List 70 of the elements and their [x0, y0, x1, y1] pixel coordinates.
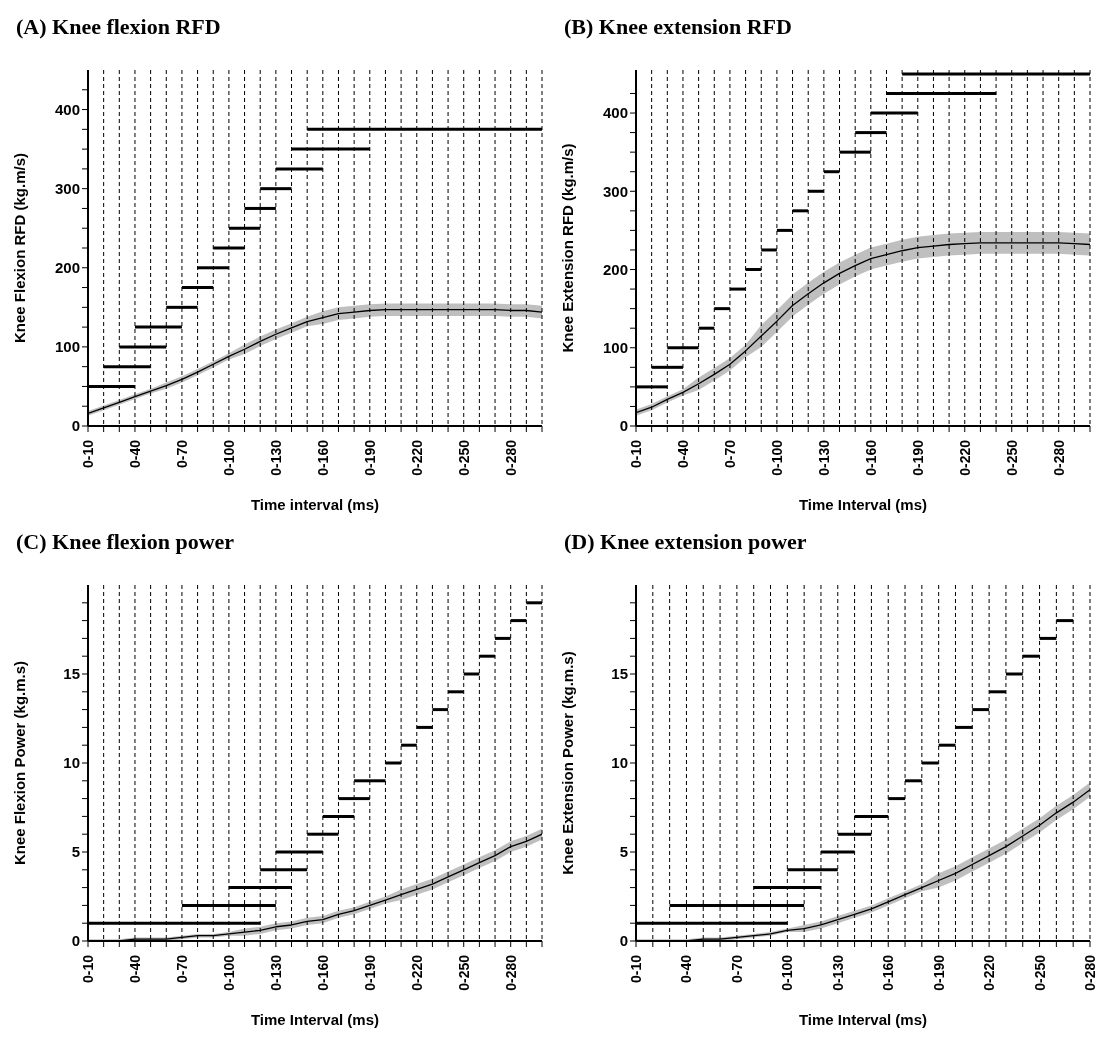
x-tick-label: 0-280 — [502, 954, 519, 991]
y-tick-label: 10 — [611, 754, 628, 772]
x-tick-label: 0-40 — [126, 954, 143, 984]
x-tick-label: 0-250 — [1031, 954, 1048, 991]
x-tick-label: 0-130 — [267, 439, 284, 476]
y-tick-label: 400 — [602, 104, 628, 122]
x-axis-title: Time Interval (ms) — [798, 496, 928, 513]
x-tick-label: 0-130 — [829, 954, 846, 991]
y-tick-label: 200 — [602, 260, 628, 278]
x-tick-label: 0-10 — [80, 439, 96, 469]
x-axis-title: Time interval (ms) — [250, 496, 380, 513]
y-axis-title: Knee Flexion Power (kg.m.s) — [11, 660, 29, 866]
y-tick-label: 0 — [71, 417, 80, 435]
y-tick-label: 15 — [611, 665, 628, 683]
x-tick-label: 0-160 — [314, 439, 331, 476]
y-tick-label: 10 — [63, 754, 80, 772]
x-tick-label: 0-10 — [80, 954, 96, 984]
y-axis-title: Knee Extension RFD (kg.m/s) — [559, 143, 577, 353]
x-tick-label: 0-280 — [1082, 954, 1098, 991]
y-tick-label: 100 — [602, 339, 628, 357]
x-tick-label: 0-70 — [173, 954, 190, 984]
x-tick-label: 0-100 — [779, 954, 796, 991]
x-tick-label: 0-220 — [981, 954, 998, 991]
y-tick-label: 400 — [54, 100, 80, 118]
y-tick-label: 0 — [619, 417, 628, 435]
x-tick-label: 0-40 — [674, 439, 691, 469]
y-axis-title: Knee Flexion RFD (kg.m/s) — [11, 152, 29, 344]
y-tick-label: 300 — [602, 182, 628, 200]
y-tick-label: 0 — [71, 932, 80, 950]
x-tick-label: 0-190 — [361, 954, 378, 991]
chart-title: (A) Knee flexion RFD — [15, 13, 222, 41]
x-tick-label: 0-130 — [815, 439, 832, 476]
x-tick-label: 0-280 — [1050, 439, 1067, 476]
chart-title: (D) Knee extension power — [563, 528, 808, 556]
x-tick-label: 0-40 — [126, 439, 143, 469]
x-tick-label: 0-220 — [408, 439, 425, 476]
x-tick-label: 0-100 — [768, 439, 785, 476]
x-axis-title: Time Interval (ms) — [798, 1011, 928, 1028]
x-tick-label: 0-190 — [909, 439, 926, 476]
x-tick-label: 0-160 — [314, 954, 331, 991]
x-tick-label: 0-220 — [956, 439, 973, 476]
x-tick-label: 0-280 — [502, 439, 519, 476]
x-tick-label: 0-10 — [628, 954, 644, 984]
x-tick-label: 0-40 — [678, 954, 695, 984]
x-tick-label: 0-250 — [455, 439, 472, 476]
y-tick-label: 200 — [54, 259, 80, 277]
x-tick-label: 0-190 — [930, 954, 947, 991]
y-tick-label: 100 — [54, 338, 80, 356]
chart-title: (B) Knee extension RFD — [563, 13, 793, 41]
x-tick-label: 0-100 — [220, 439, 237, 476]
chart-title: (C) Knee flexion power — [15, 528, 236, 556]
x-tick-label: 0-70 — [721, 439, 738, 469]
y-tick-label: 0 — [619, 932, 628, 950]
x-tick-label: 0-10 — [628, 439, 644, 469]
x-tick-label: 0-250 — [455, 954, 472, 991]
x-axis-title: Time Interval (ms) — [250, 1011, 380, 1028]
x-tick-label: 0-70 — [728, 954, 745, 984]
x-tick-label: 0-190 — [361, 439, 378, 476]
x-tick-label: 0-130 — [267, 954, 284, 991]
y-tick-label: 5 — [71, 843, 80, 861]
x-tick-label: 0-70 — [173, 439, 190, 469]
y-tick-label: 15 — [63, 665, 80, 683]
y-axis-title: Knee Extension Power (kg.m.s) — [559, 651, 577, 875]
x-tick-label: 0-160 — [880, 954, 897, 991]
y-tick-label: 300 — [54, 179, 80, 197]
x-tick-label: 0-250 — [1003, 439, 1020, 476]
y-tick-label: 5 — [619, 843, 628, 861]
x-tick-label: 0-100 — [220, 954, 237, 991]
x-tick-label: 0-220 — [408, 954, 425, 991]
x-tick-label: 0-160 — [862, 439, 879, 476]
